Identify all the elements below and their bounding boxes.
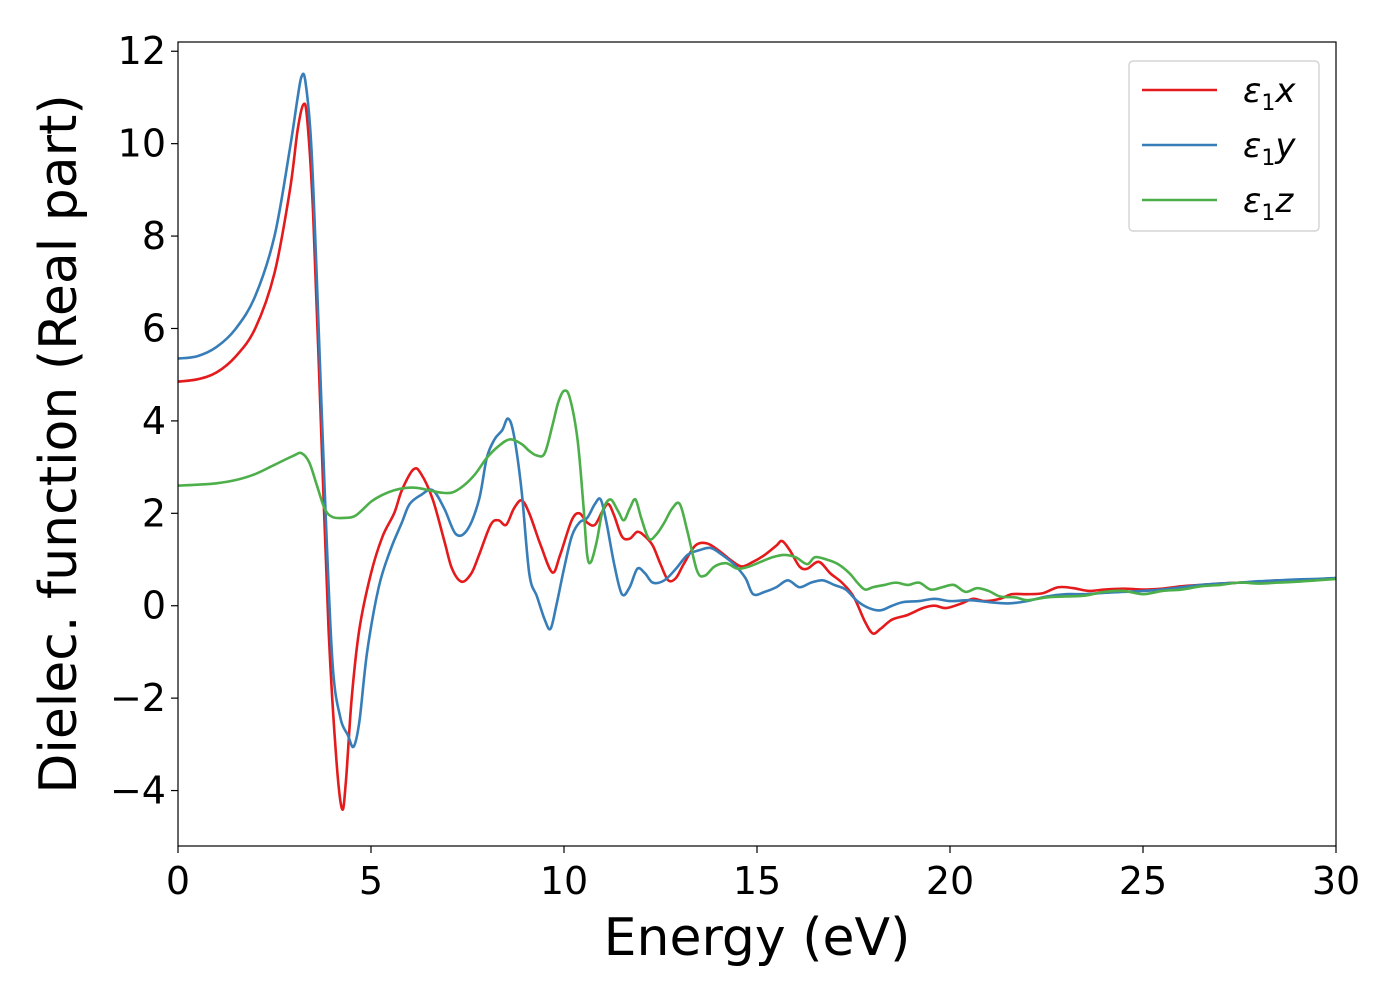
y-tick-label: −2: [110, 676, 166, 720]
series-line-y: [178, 72, 1336, 749]
y-tick-label: 4: [142, 399, 166, 443]
x-tick-label: 5: [359, 859, 383, 903]
x-tick-label: 25: [1119, 859, 1167, 903]
legend-label-y: ε1y: [1243, 126, 1296, 171]
y-tick-label: 8: [142, 214, 166, 258]
x-axis-title: Energy (eV): [604, 908, 911, 968]
series-line-x: [178, 102, 1336, 812]
x-tick-label: 20: [926, 859, 974, 903]
x-tick-label: 30: [1312, 859, 1360, 903]
x-axis: 0 5 10 15 20 25 30: [166, 846, 1360, 903]
y-axis: −4 −2 0 2 4 6 8 10 12: [110, 29, 178, 813]
x-tick-label: 15: [733, 859, 781, 903]
y-tick-label: 10: [118, 122, 166, 166]
series-layer: [178, 72, 1336, 812]
legend-label-z: ε1z: [1243, 181, 1294, 226]
y-tick-label: 2: [142, 491, 166, 535]
x-tick-label: 0: [166, 859, 190, 903]
x-tick-label: 10: [540, 859, 588, 903]
y-tick-label: −4: [110, 769, 166, 813]
y-tick-label: 0: [142, 584, 166, 628]
legend-label-x: ε1x: [1243, 71, 1296, 116]
y-axis-title: Dielec. function (Real part): [29, 94, 89, 793]
y-tick-label: 12: [118, 29, 166, 73]
series-line-z: [178, 389, 1336, 602]
y-tick-label: 6: [142, 306, 166, 350]
legend-box: [1128, 60, 1320, 232]
legend: ε1x ε1y ε1z: [1128, 60, 1320, 232]
